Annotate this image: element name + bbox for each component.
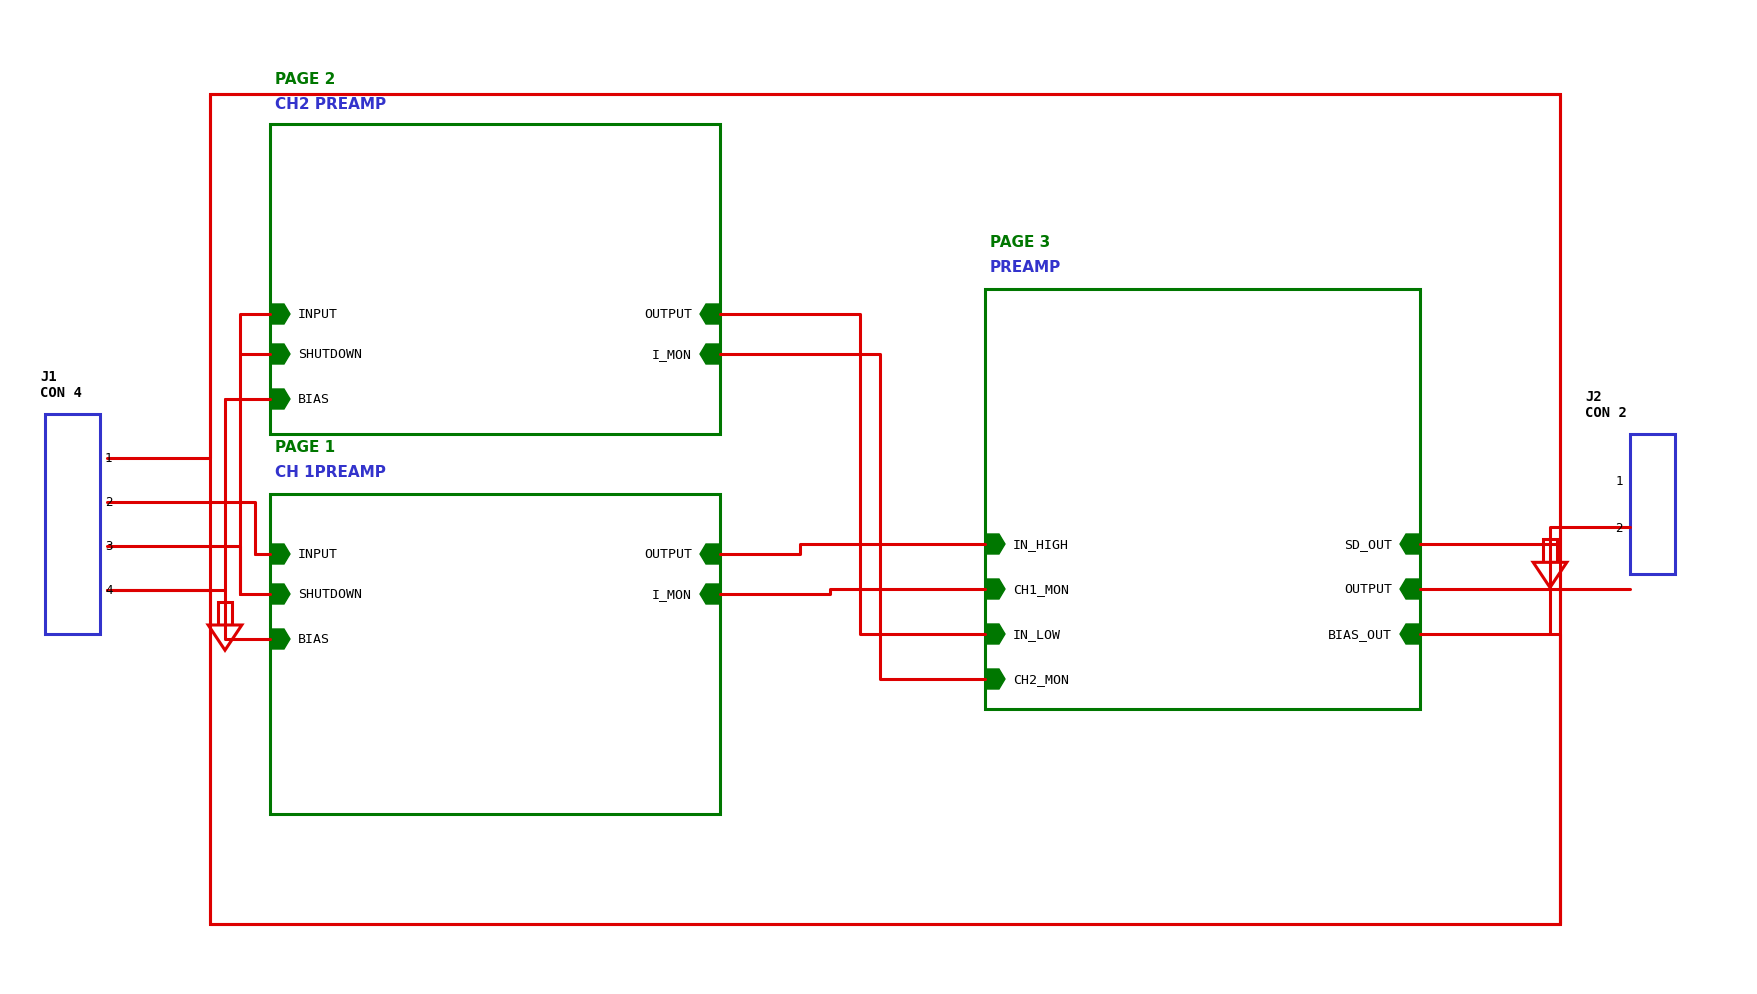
Text: OUTPUT: OUTPUT [645,308,692,321]
Text: IN_HIGH: IN_HIGH [1014,538,1068,551]
Polygon shape [986,624,1005,644]
Polygon shape [271,390,290,410]
Text: CH1_MON: CH1_MON [1014,582,1068,595]
Text: PAGE 1: PAGE 1 [276,439,336,454]
Text: INPUT: INPUT [299,308,337,321]
Text: I_MON: I_MON [652,587,692,601]
Text: OUTPUT: OUTPUT [1344,582,1392,595]
Polygon shape [699,305,720,325]
Polygon shape [699,345,720,365]
Bar [46,414,100,634]
Polygon shape [986,535,1005,555]
Text: CH2_MON: CH2_MON [1014,673,1068,686]
Bar [1630,434,1674,575]
Text: CH 1PREAMP: CH 1PREAMP [276,464,387,479]
Text: 4: 4 [105,583,112,597]
Text: PREAMP: PREAMP [989,259,1061,274]
Polygon shape [271,345,290,365]
Text: IN_LOW: IN_LOW [1014,628,1061,641]
Polygon shape [699,545,720,565]
Polygon shape [986,669,1005,689]
Text: J2
CON 2: J2 CON 2 [1585,390,1627,419]
Text: 1: 1 [105,452,112,465]
Polygon shape [1400,580,1420,599]
Polygon shape [271,545,290,565]
Text: 3: 3 [105,540,112,553]
Text: BIAS: BIAS [299,633,330,646]
Text: I_MON: I_MON [652,348,692,361]
Polygon shape [986,580,1005,599]
Text: 1: 1 [1615,475,1623,488]
Text: PAGE 3: PAGE 3 [989,235,1051,249]
Polygon shape [699,584,720,604]
Polygon shape [271,629,290,649]
Text: PAGE 2: PAGE 2 [276,72,336,86]
Bar [218,602,232,625]
Text: OUTPUT: OUTPUT [645,548,692,561]
Text: INPUT: INPUT [299,548,337,561]
Bar [986,289,1420,710]
Text: BIAS_OUT: BIAS_OUT [1328,628,1392,641]
Polygon shape [1400,624,1420,644]
Bar [271,125,720,434]
Polygon shape [271,584,290,604]
Polygon shape [1400,535,1420,555]
Text: CH2 PREAMP: CH2 PREAMP [276,96,387,112]
Text: SHUTDOWN: SHUTDOWN [299,587,362,601]
Polygon shape [271,305,290,325]
Text: 2: 2 [1615,521,1623,535]
Text: 2: 2 [105,496,112,509]
Bar [271,494,720,814]
Polygon shape [207,625,242,650]
Text: SHUTDOWN: SHUTDOWN [299,348,362,361]
Bar [211,94,1560,924]
Bar [1543,540,1557,563]
Text: SD_OUT: SD_OUT [1344,538,1392,551]
Text: BIAS: BIAS [299,393,330,407]
Polygon shape [1534,563,1567,587]
Text: J1
CON 4: J1 CON 4 [40,370,83,400]
